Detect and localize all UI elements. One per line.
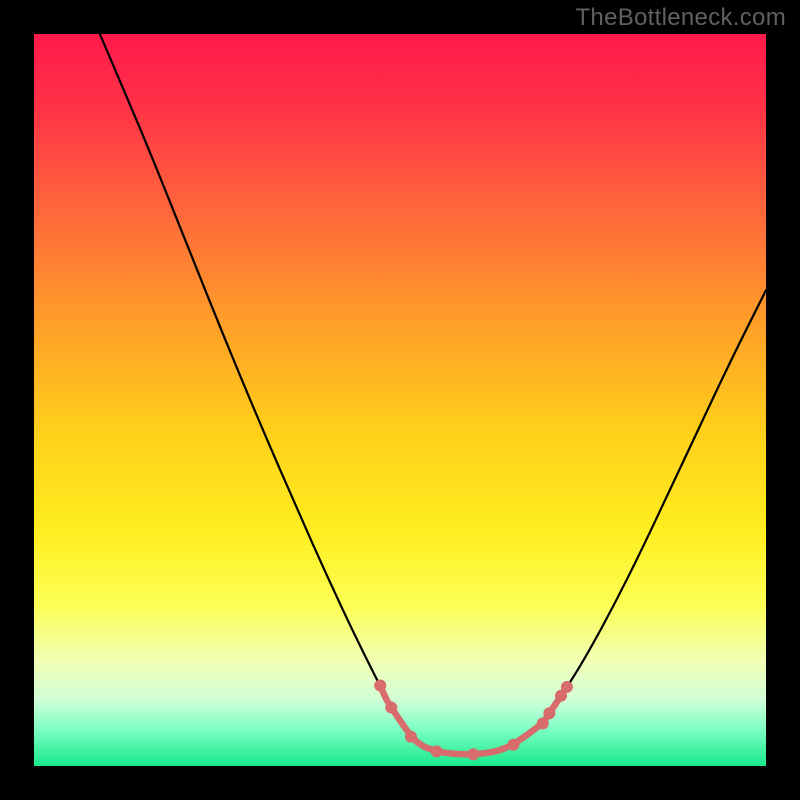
marker-point bbox=[561, 681, 573, 693]
marker-point bbox=[385, 701, 397, 713]
marker-point bbox=[507, 739, 519, 751]
marker-point bbox=[543, 707, 555, 719]
marker-point bbox=[431, 745, 443, 757]
bottleneck-chart bbox=[0, 0, 800, 800]
plot-area bbox=[34, 34, 766, 766]
marker-point bbox=[374, 679, 386, 691]
watermark-text: TheBottleneck.com bbox=[575, 4, 786, 32]
marker-point bbox=[405, 731, 417, 743]
marker-point bbox=[467, 748, 479, 760]
marker-point bbox=[537, 718, 549, 730]
